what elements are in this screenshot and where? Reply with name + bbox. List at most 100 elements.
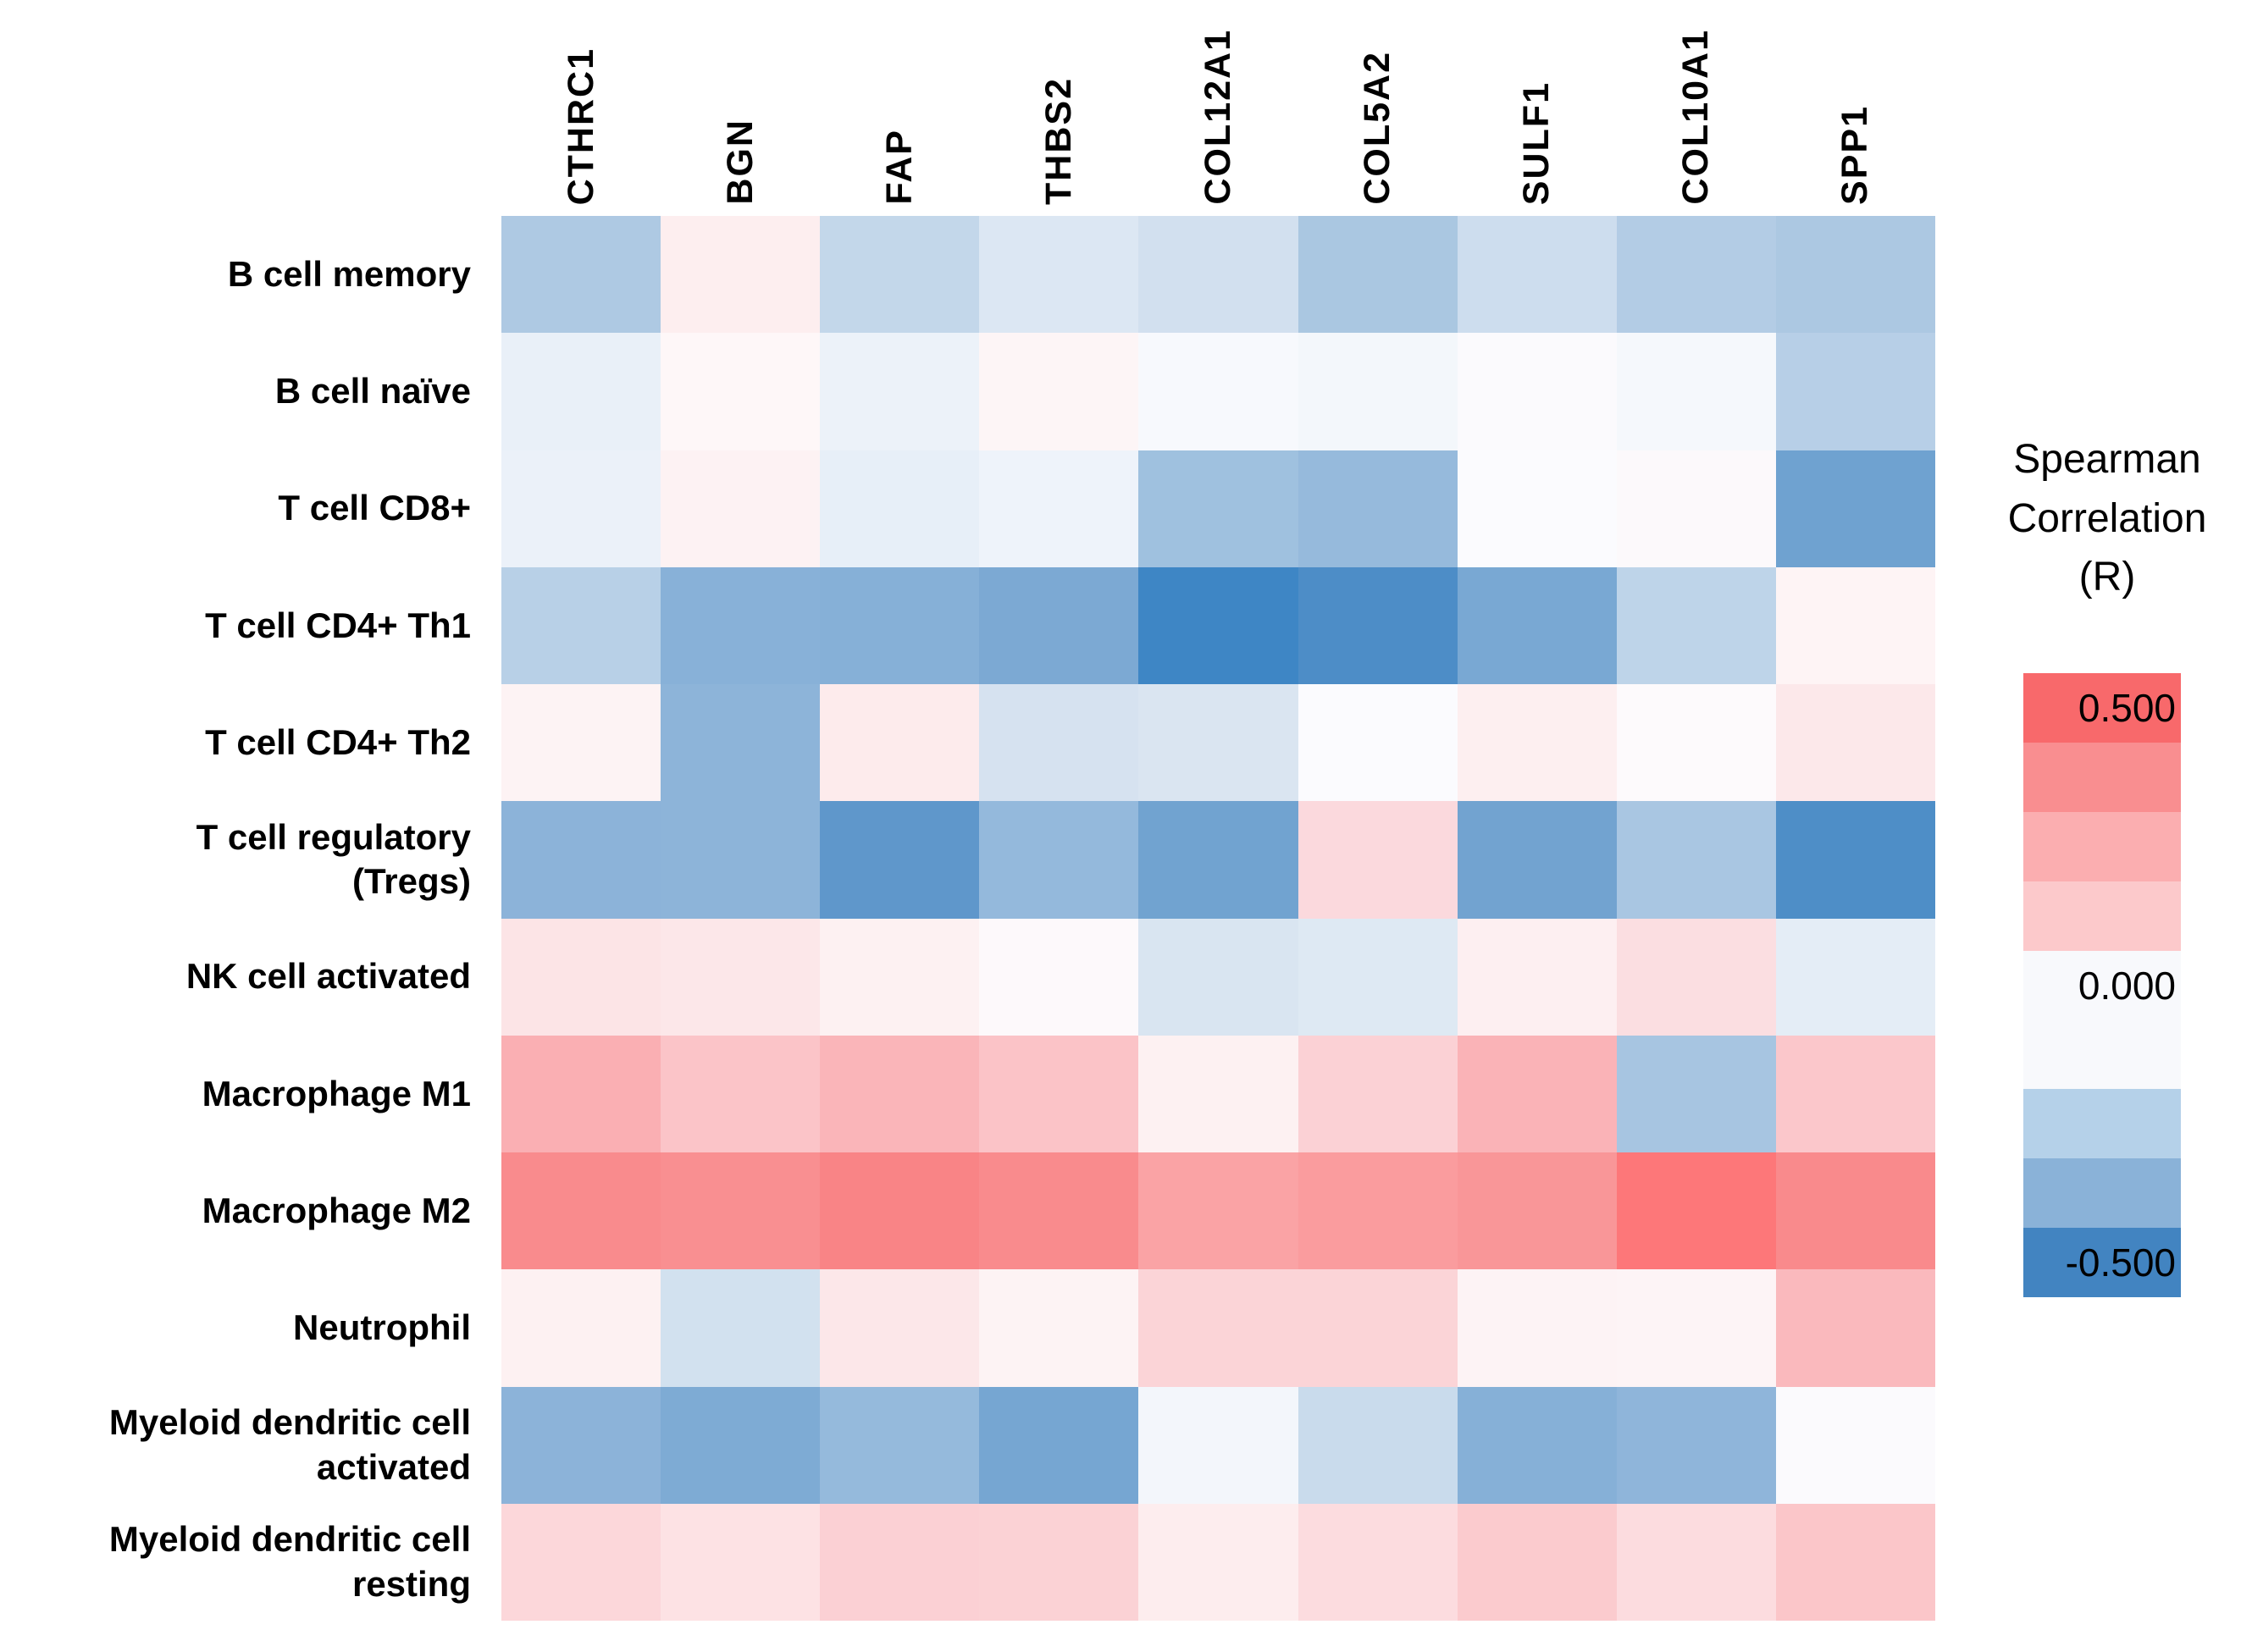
heatmap-cell: [1138, 1386, 1298, 1504]
colorbar-tick-label: 0.500: [2078, 685, 2176, 730]
heatmap-cell: [1775, 216, 1935, 334]
colorbar-band: [2023, 881, 2181, 951]
column-label-slot: FAP: [820, 0, 979, 213]
column-label-slot: CTHRC1: [501, 0, 661, 213]
row-label: B cell naïve: [274, 371, 471, 412]
heatmap-cell: [1298, 1269, 1458, 1387]
heatmap-cell: [1457, 918, 1617, 1036]
row-label: Macrophage M1: [202, 1073, 471, 1113]
heatmap-cell: [1138, 1035, 1298, 1152]
row-label: NK cell activated: [185, 956, 471, 997]
row-label: Neutrophil: [293, 1307, 471, 1348]
colorbar-tick-label: -0.500: [2065, 1240, 2176, 1285]
heatmap-cell: [820, 216, 980, 334]
heatmap-cell: [1298, 216, 1458, 334]
heatmap-cell: [1616, 1503, 1776, 1621]
heatmap-cell: [979, 216, 1139, 334]
heatmap-cell: [1616, 1152, 1776, 1270]
heatmap-cell: [501, 1035, 661, 1152]
heatmap-cell: [661, 684, 821, 802]
row-label: T cell regulatory (Tregs): [196, 816, 471, 902]
heatmap-cell: [1457, 801, 1617, 919]
heatmap-cell: [501, 450, 661, 567]
heatmap-cell: [1775, 684, 1935, 802]
heatmap-cell: [820, 333, 980, 450]
heatmap-cell: [979, 1269, 1139, 1387]
heatmap-cell: [979, 1386, 1139, 1504]
heatmap-cell: [1775, 1269, 1935, 1387]
heatmap-cell: [1298, 1035, 1458, 1152]
heatmap-cell: [1138, 801, 1298, 919]
heatmap-cell: [501, 801, 661, 919]
heatmap-cell: [1457, 566, 1617, 684]
heatmap-cell: [979, 566, 1139, 684]
heatmap-cell: [661, 918, 821, 1036]
heatmap-cell: [1775, 333, 1935, 450]
heatmap-cell: [1775, 1035, 1935, 1152]
heatmap-cell: [1457, 1386, 1617, 1504]
row-label: Myeloid dendritic cell activated: [108, 1402, 471, 1487]
heatmap-cell: [1457, 1503, 1617, 1621]
heatmap-cell: [1775, 801, 1935, 919]
heatmap-cell: [661, 450, 821, 567]
heatmap-cell: [979, 1035, 1139, 1152]
heatmap-cell: [820, 566, 980, 684]
heatmap-cell: [1616, 333, 1776, 450]
colorbar-band: [2023, 1019, 2181, 1090]
heatmap-cell: [820, 1503, 980, 1621]
column-label-thbs2: THBS2: [1038, 77, 1079, 205]
row-label: Myeloid dendritic cell resting: [108, 1519, 471, 1604]
heatmap-cell: [1457, 333, 1617, 450]
heatmap-cell: [501, 566, 661, 684]
heatmap-cell: [501, 333, 661, 450]
heatmap-cell: [820, 1386, 980, 1504]
heatmap-cell: [501, 216, 661, 334]
heatmap-cell: [1775, 1503, 1935, 1621]
heatmap-cell: [661, 1152, 821, 1270]
heatmap-cell: [1298, 1386, 1458, 1504]
heatmap-cell: [1457, 684, 1617, 802]
colorbar-band: 0.500: [2023, 673, 2181, 743]
heatmap-cell: [661, 1269, 821, 1387]
heatmap-cell: [1138, 216, 1298, 334]
heatmap-cell: [501, 1503, 661, 1621]
column-label-slot: THBS2: [979, 0, 1138, 213]
heatmap-cell: [1298, 1503, 1458, 1621]
heatmap-cell: [501, 1386, 661, 1504]
column-labels: CTHRC1 BGN FAP THBS2 COL12A1 COL5A2 SULF1 COL10…: [501, 0, 1935, 213]
heatmap-cell: [1457, 450, 1617, 567]
heatmap-cell: [1138, 333, 1298, 450]
row-label: T cell CD4+ Th2: [205, 721, 471, 762]
heatmap-cell: [820, 1035, 980, 1152]
heatmap-cell: [661, 801, 821, 919]
heatmap-cell: [979, 918, 1139, 1036]
colorbar-band: [2023, 742, 2181, 812]
heatmap-cell: [1298, 566, 1458, 684]
heatmap-cell: [1616, 801, 1776, 919]
heatmap-cell: [979, 450, 1139, 567]
heatmap-cell: [1298, 450, 1458, 567]
heatmap-cell: [1775, 1386, 1935, 1504]
heatmap-cell: [979, 1152, 1139, 1270]
heatmap-cell: [1138, 1503, 1298, 1621]
heatmap-cell: [1298, 333, 1458, 450]
colorbar-band: 0.000: [2023, 950, 2181, 1020]
legend-colorbar: 0.500 0.000 -0.500: [2023, 673, 2181, 1298]
heatmap-cell: [1616, 450, 1776, 567]
column-label-bgn: BGN: [719, 119, 761, 205]
heatmap-cell: [1138, 1152, 1298, 1270]
heatmap-cell: [820, 801, 980, 919]
heatmap-cell: [1616, 684, 1776, 802]
heatmap-cell: [1138, 1269, 1298, 1387]
colorbar-band: -0.500: [2023, 1228, 2181, 1298]
colorbar-band: [2023, 1158, 2181, 1229]
column-label-spp1: SPP1: [1834, 105, 1876, 205]
row-label: Macrophage M2: [202, 1190, 471, 1230]
heatmap-cell: [820, 1269, 980, 1387]
column-label-slot: BGN: [661, 0, 820, 213]
heatmap-cell: [501, 684, 661, 802]
heatmap-cell: [979, 684, 1139, 802]
heatmap-cell: [1298, 801, 1458, 919]
heatmap-cell: [1616, 216, 1776, 334]
